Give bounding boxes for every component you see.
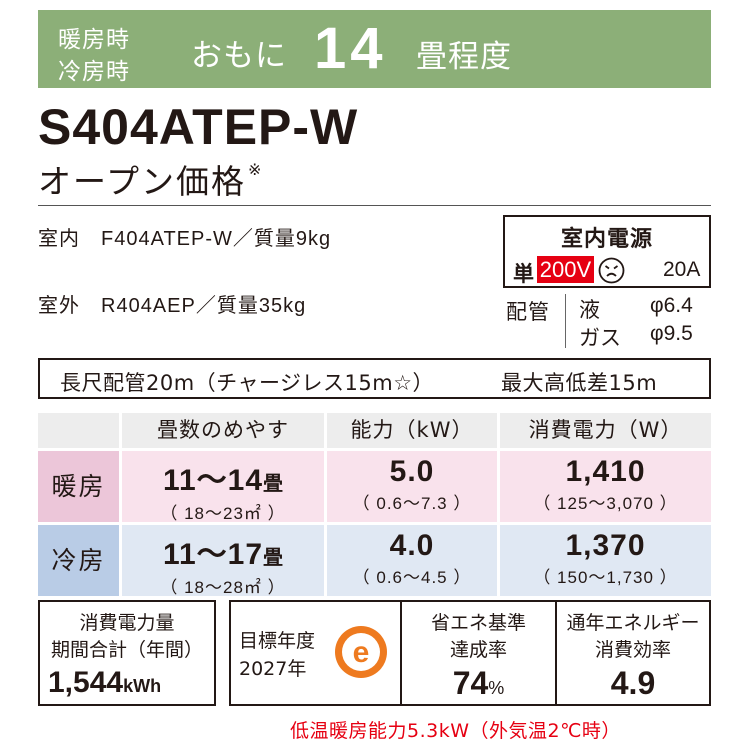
pipe-length-box: 長尺配管20m（チャージレス15m☆） 最大高低差15m — [38, 358, 711, 399]
plug-outlet-icon — [598, 257, 625, 284]
e-mark-letter: e — [353, 636, 370, 669]
cooling-area-range: （ 18～28㎡ ） — [160, 578, 286, 597]
table-header-power: 消費電力（W） — [500, 413, 711, 448]
efficiency-box: 目標年度 2027年 e 省エネ基準 達成率 74% 通年エネルギー 消費効率 … — [229, 600, 711, 706]
voltage-badge: 200V — [537, 256, 594, 283]
heating-capacity-range: （ 0.6～7.3 ） — [352, 494, 472, 513]
annual-consumption-box: 消費電力量 期間合計（年間） 1,544kWh — [38, 600, 216, 706]
tatami-unit: 畳程度 — [416, 39, 512, 75]
indoor-spec: 室内 F404ATEP-W／質量9kg — [38, 228, 332, 250]
ampere-value: 20A — [663, 258, 701, 281]
piping-label: 配管 — [506, 300, 550, 324]
heating-tatami-unit: 畳 — [263, 471, 284, 495]
outdoor-spec: 室外 R404AEP／質量35kg — [38, 295, 307, 317]
target-year-label: 目標年度 — [239, 630, 316, 652]
cooling-tatami-range: 11～17 — [162, 538, 264, 571]
apf-title-line2: 消費効率 — [594, 639, 671, 661]
divider — [38, 205, 711, 206]
cooling-power: 1,370 — [565, 529, 646, 562]
heating-capacity-cell: 5.0 （ 0.6～7.3 ） — [327, 451, 497, 522]
gas-label: ガス — [579, 326, 621, 350]
gas-diameter: φ9.5 — [650, 322, 693, 345]
heating-capacity: 5.0 — [389, 455, 435, 488]
price-text: オープン価格 — [38, 162, 247, 201]
table-header-corner — [38, 413, 119, 448]
annual-title-line1: 消費電力量 — [79, 612, 175, 634]
heating-power: 1,410 — [565, 455, 646, 488]
heating-tatami-range: 11～14 — [162, 464, 264, 497]
power-title: 室内電源 — [560, 227, 653, 252]
heating-label: 暖房時 — [58, 27, 130, 53]
cooling-tatami-cell: 11～17畳 （ 18～28㎡ ） — [122, 525, 324, 597]
target-year-value: 2027年 — [239, 658, 307, 680]
efficiency-separator-1 — [400, 602, 402, 704]
achievement-rate-unit: % — [488, 678, 505, 698]
low-temp-heating-note: 低温暖房能力5.3kW（外気温2℃時） — [290, 720, 621, 742]
efficiency-separator-2 — [555, 602, 557, 704]
cooling-tatami-unit: 畳 — [263, 545, 284, 569]
indoor-power-box: 室内電源 単 200V 20A — [503, 215, 711, 288]
row-label-heating: 暖房 — [38, 451, 119, 522]
cooling-capacity-cell: 4.0 （ 0.6～4.5 ） — [327, 525, 497, 596]
annual-value-number: 1,544 — [48, 666, 124, 699]
achievement-title-line1: 省エネ基準 — [430, 612, 526, 634]
annual-value-unit: kWh — [123, 676, 162, 696]
liquid-diameter: φ6.4 — [650, 294, 693, 317]
apf-title-line1: 通年エネルギー — [566, 612, 700, 634]
piping-separator — [565, 294, 566, 348]
cooling-power-cell: 1,370 （ 150～1,730 ） — [500, 525, 711, 596]
achievement-rate: 74% — [402, 665, 555, 702]
heating-power-cell: 1,410 （ 125～3,070 ） — [500, 451, 711, 522]
energy-saving-e-mark-icon: e — [335, 626, 387, 678]
cooling-capacity: 4.0 — [389, 529, 435, 562]
cooling-power-range: （ 150～1,730 ） — [533, 568, 678, 587]
table-header-tatami: 畳数のめやす — [122, 413, 324, 448]
apf-value: 4.9 — [610, 665, 656, 701]
achievement-rate-number: 74 — [452, 665, 489, 701]
annual-consumption-value: 1,544kWh — [48, 666, 161, 700]
power-phase: 単 — [513, 262, 534, 286]
price-label: オープン価格 ※ — [38, 155, 263, 203]
annual-title-line2: 期間合計（年間） — [50, 639, 203, 661]
row-label-cooling: 冷房 — [38, 525, 119, 596]
max-height-difference: 最大高低差15m — [501, 371, 658, 395]
model-number: S404ATEP-W — [38, 99, 359, 155]
max-pipe-length: 長尺配管20m（チャージレス15m☆） — [60, 371, 435, 395]
heating-power-range: （ 125～3,070 ） — [533, 494, 678, 513]
tatami-count: 14 — [314, 16, 387, 81]
achievement-title-line2: 達成率 — [449, 639, 507, 661]
table-header-capacity: 能力（kW） — [327, 413, 497, 448]
cooling-capacity-range: （ 0.6～4.5 ） — [352, 568, 472, 587]
tatami-header-band: 暖房時 冷房時 おもに 14 畳程度 — [38, 10, 711, 88]
price-note-mark: ※ — [248, 160, 264, 179]
heating-area-range: （ 18～23㎡ ） — [160, 504, 286, 523]
mainly-label: おもに — [191, 38, 287, 74]
liquid-label: 液 — [579, 298, 600, 322]
heating-tatami-cell: 11～14畳 （ 18～23㎡ ） — [122, 451, 324, 523]
cooling-label: 冷房時 — [58, 59, 130, 85]
